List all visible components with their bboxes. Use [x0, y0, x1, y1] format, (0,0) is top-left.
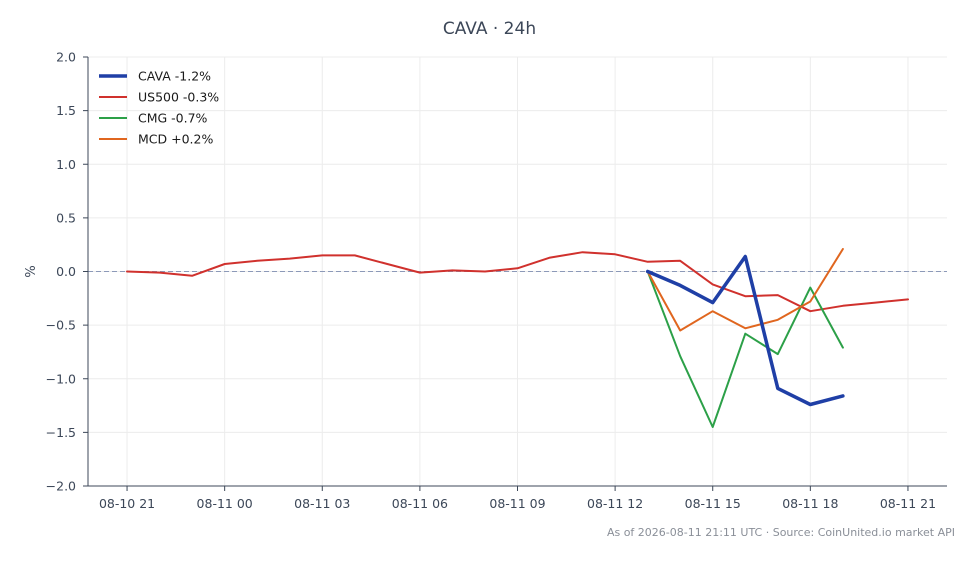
x-tick-label: 08-11 18	[782, 496, 838, 511]
y-tick-label: 1.0	[56, 157, 76, 172]
x-tick-label: 08-11 09	[489, 496, 545, 511]
chart-title: CAVA · 24h	[442, 19, 537, 39]
y-tick-label: −1.0	[46, 371, 76, 386]
series-line-cava	[645, 254, 845, 407]
legend: CAVA -1.2% US500 -0.3% CMG -0.7% MCD +0.2%	[99, 69, 219, 147]
legend-label-mcd: MCD +0.2%	[138, 132, 213, 147]
series-line-mcd	[646, 248, 844, 332]
y-tick-label: −1.5	[46, 425, 76, 440]
y-tick-label: −2.0	[46, 479, 76, 494]
series-line-us500	[126, 251, 909, 313]
y-tick-label: 1.5	[56, 103, 76, 118]
x-tick-label: 08-11 00	[197, 496, 253, 511]
x-tick-label: 08-10 21	[99, 496, 155, 511]
x-tick-label: 08-11 15	[685, 496, 741, 511]
x-tick-label: 08-11 03	[294, 496, 350, 511]
axes: 2.0 1.5 1.0 0.5 0.0 −0.5 −1.0 −1.5 −2.0 08-10 21 0…	[24, 50, 947, 511]
y-tick-label: 2.0	[56, 50, 76, 65]
legend-label-cava: CAVA -1.2%	[138, 69, 211, 84]
x-tick-label: 08-11 12	[587, 496, 643, 511]
y-axis-label: %	[24, 265, 39, 277]
y-tick-label: 0.5	[56, 210, 76, 225]
y-tick-label: 0.0	[56, 264, 76, 279]
series-lines	[126, 248, 909, 428]
legend-label-us500: US500 -0.3%	[138, 90, 219, 105]
y-tick-label: −0.5	[46, 318, 76, 333]
x-tick-label: 08-11 06	[392, 496, 448, 511]
x-tick-label: 08-11 21	[880, 496, 936, 511]
legend-label-cmg: CMG -0.7%	[138, 111, 208, 126]
series-line-cmg	[646, 270, 844, 428]
source-note: As of 2026-08-11 21:11 UTC · Source: Coi…	[606, 526, 955, 539]
